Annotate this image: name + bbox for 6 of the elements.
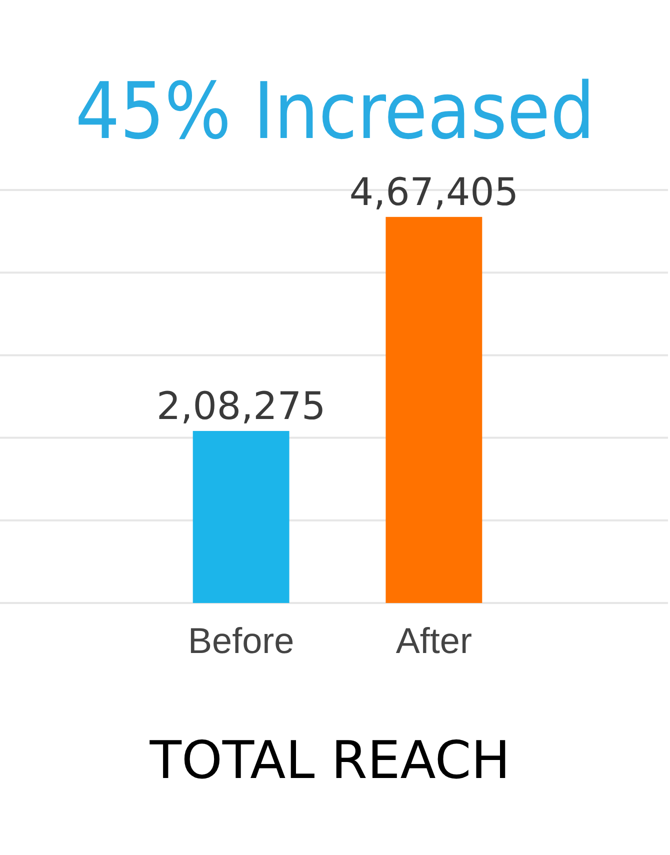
x-axis-title: TOTAL REACH (148, 731, 510, 791)
data-label: 2,08,275 (156, 384, 326, 428)
data-label: 4,67,405 (349, 170, 519, 214)
x-tick-label: After (396, 620, 472, 661)
chart-title: 45% Increased (75, 67, 595, 157)
x-tick-label: Before (188, 620, 294, 661)
